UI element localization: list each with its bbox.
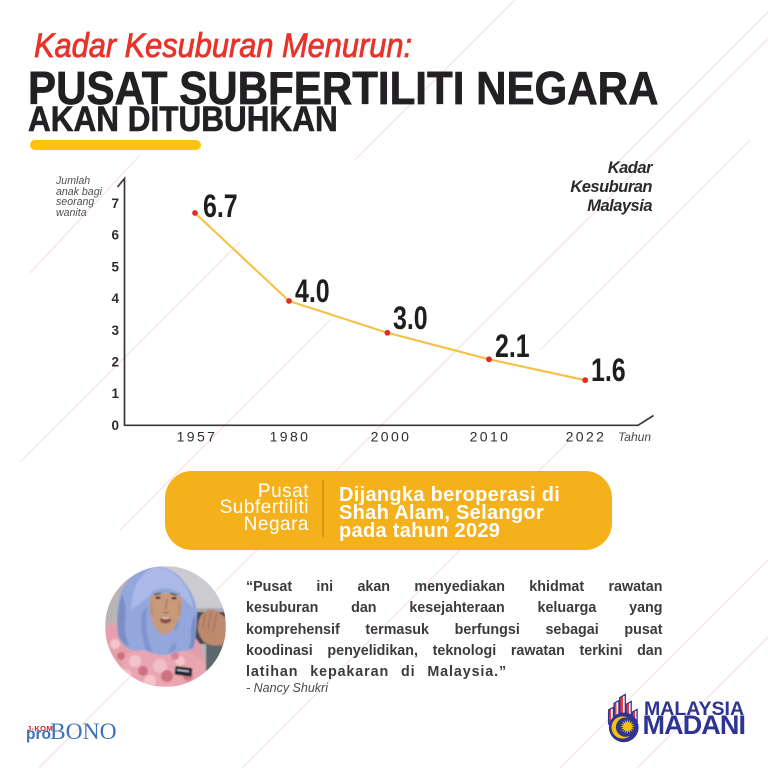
svg-text:0: 0 (111, 418, 119, 433)
svg-text:1957: 1957 (177, 428, 218, 444)
svg-text:4: 4 (111, 291, 119, 306)
svg-text:6.7: 6.7 (203, 189, 238, 225)
svg-text:7: 7 (111, 196, 119, 211)
svg-text:2022: 2022 (566, 428, 607, 444)
svg-text:1.6: 1.6 (591, 353, 626, 389)
svg-text:2: 2 (111, 355, 119, 370)
svg-text:2010: 2010 (470, 428, 511, 444)
svg-text:3.0: 3.0 (393, 301, 428, 337)
svg-text:2.1: 2.1 (495, 329, 530, 365)
svg-text:Tahun: Tahun (618, 430, 651, 444)
svg-text:6: 6 (111, 228, 119, 243)
svg-text:3: 3 (111, 323, 119, 338)
svg-text:1: 1 (111, 386, 119, 401)
svg-text:2000: 2000 (371, 428, 412, 444)
svg-text:1980: 1980 (270, 428, 311, 444)
svg-text:4.0: 4.0 (295, 274, 330, 310)
svg-text:5: 5 (111, 259, 119, 274)
